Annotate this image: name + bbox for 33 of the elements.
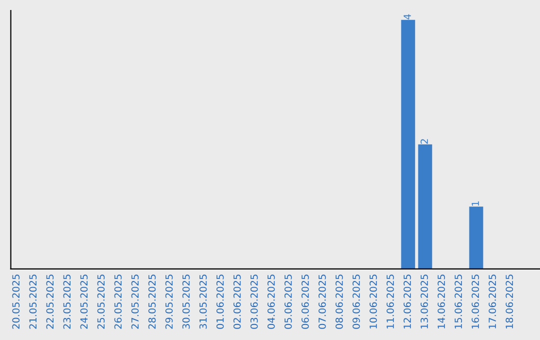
data-label: 4 — [404, 14, 411, 20]
x-tick-label: 15.06.2025 — [454, 274, 462, 328]
x-tick-label: 07.06.2025 — [318, 274, 326, 329]
x-tick-label: 10.06.2025 — [370, 274, 377, 328]
x-tick-label: 09.06.2025 — [352, 274, 360, 329]
x-tick-label: 20.05.2025 — [12, 274, 20, 329]
x-tick-label: 14.06.2025 — [438, 274, 445, 328]
x-tick-label: 03.06.2025 — [250, 274, 258, 329]
data-label: 2 — [420, 139, 428, 144]
x-tick-label: 22.05.2025 — [46, 274, 54, 329]
x-tick-label: 24.05.2025 — [80, 274, 88, 329]
x-tick-label: 16.06.2025 — [472, 274, 480, 328]
x-tick-label: 31.05.2025 — [199, 274, 207, 329]
data-label: 1 — [472, 201, 479, 206]
x-tick-label: 02.06.2025 — [233, 274, 241, 329]
x-tick-label: 05.06.2025 — [284, 274, 292, 329]
x-tick-label: 04.06.2025 — [267, 274, 275, 329]
x-tick-label: 26.05.2025 — [114, 274, 122, 329]
x-tick-label: 18.06.2025 — [506, 274, 514, 328]
x-tick-label: 01.06.2025 — [216, 274, 224, 329]
x-tick-label: 28.05.2025 — [148, 274, 156, 329]
x-tick-label: 27.05.2025 — [131, 274, 139, 329]
x-tick-label: 13.06.2025 — [420, 274, 428, 328]
x-tick-label: 06.06.2025 — [301, 274, 309, 329]
x-tick-label: 23.05.2025 — [63, 274, 71, 329]
x-tick-label: 30.05.2025 — [182, 274, 190, 329]
x-tick-label: 21.05.2025 — [29, 274, 37, 329]
x-tick-label: 12.06.2025 — [404, 274, 411, 328]
x-tick-label: 17.06.2025 — [488, 274, 496, 328]
x-tick-label: 08.06.2025 — [336, 274, 343, 329]
x-tick-label: 25.05.2025 — [97, 274, 105, 329]
x-tick-label: 29.05.2025 — [165, 274, 173, 329]
x-tick-label: 11.06.2025 — [386, 274, 394, 328]
